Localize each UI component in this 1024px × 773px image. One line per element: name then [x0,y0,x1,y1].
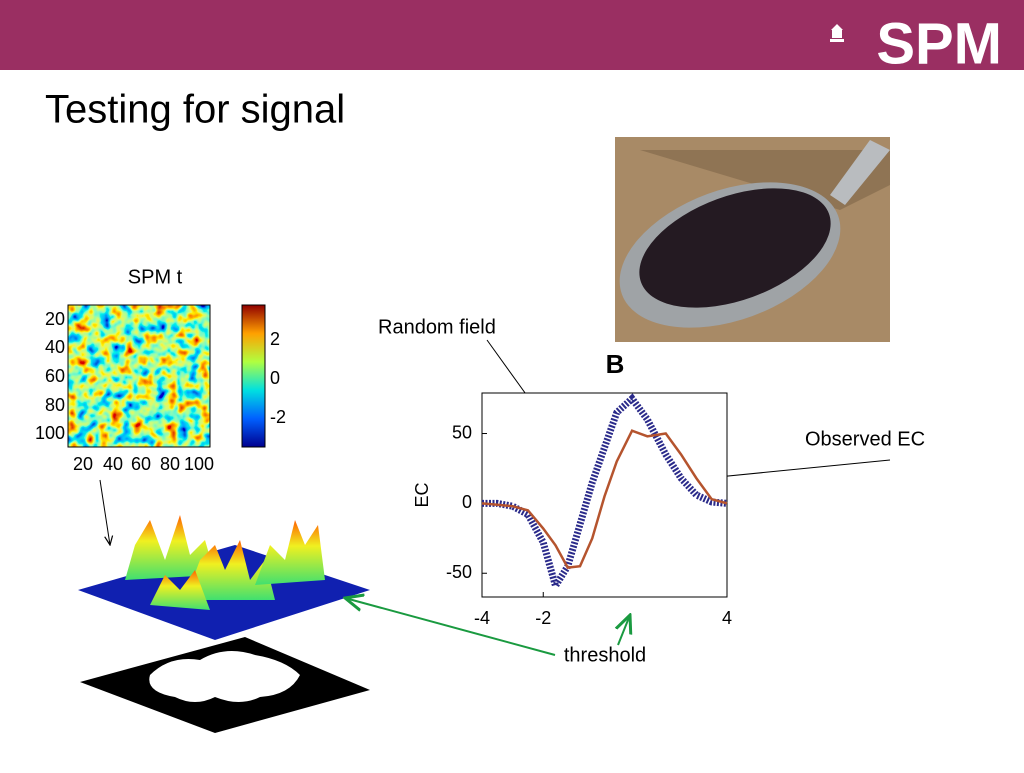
data-line [482,393,728,595]
chart-title: B [606,349,625,379]
colorbar-tick-label: 0 [270,368,280,388]
heatmap-x-tick-label: 40 [103,454,123,474]
heatmap-title: SPM t [128,266,183,288]
heatmap-x-tick-label: 80 [160,454,180,474]
y-axis-label: EC [412,482,432,507]
surface-peaks [125,515,325,610]
heatmap-y-tick-label: 80 [45,395,65,415]
data-line [481,429,728,569]
binary-blobs [149,651,300,702]
heatmap-frame [67,304,211,448]
logo-icon [830,24,844,42]
x-tick-label: 4 [722,608,732,628]
arrow [345,598,556,656]
heatmap-x-tick-label: 100 [184,454,214,474]
colorbar-tick-label: 2 [270,329,280,349]
heatmap-x-tick-label: 60 [131,454,151,474]
photo-handle [830,140,890,205]
heatmap-y-tick-label: 20 [45,309,65,329]
logo: SPM [876,11,1002,76]
arrow [99,479,110,545]
annotation: Random field [378,316,496,338]
arrow [618,615,630,646]
heatmap-y-tick-label: 60 [45,366,65,386]
photo-berries [639,188,831,308]
header-band [0,0,1024,70]
photo-sack [640,150,890,210]
heatmap-y-tick-label: 40 [45,337,65,357]
arrow [708,459,891,478]
y-tick-label: 50 [452,422,472,442]
colorbar-tick-label: -2 [270,407,286,427]
heatmap-y-tick-label: 100 [35,423,65,443]
heatmap-x-tick-label: 20 [73,454,93,474]
heatmap [68,305,210,447]
x-tick-label: -2 [535,608,551,628]
annotation: Observed EC [805,428,925,450]
y-tick-label: -50 [446,562,472,582]
threshold-label: threshold [564,644,646,666]
slide-title: Testing for signal [45,88,345,132]
colorbar [241,304,266,448]
y-tick-label: 0 [462,492,472,512]
x-tick-label: -4 [474,608,490,628]
